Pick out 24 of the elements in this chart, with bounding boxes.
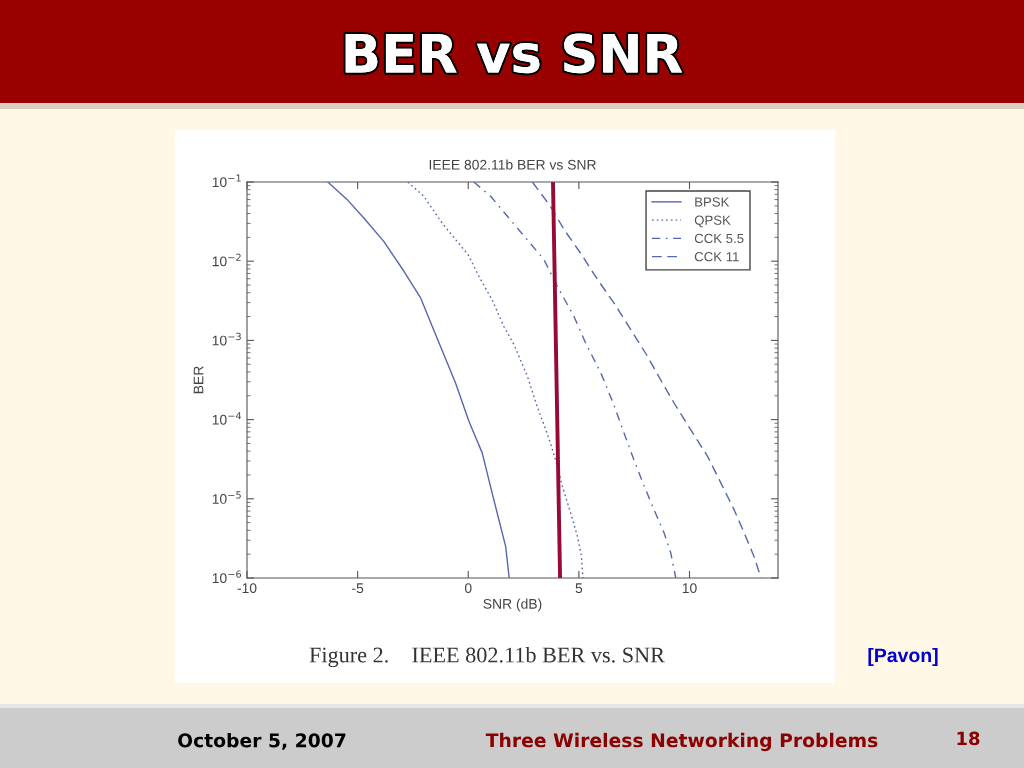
y-tick-label: 10$^{−2}$ [212,253,241,267]
legend-label: CCK 5.5 [694,233,744,244]
y-axis-title: BER [193,366,204,394]
y-tick-label: 10$^{−5}$ [212,491,241,504]
x-tick-label: 0 [464,583,472,594]
x-tick-label: 5 [575,583,583,594]
chart-subtitle: IEEE 802.11b BER vs SNR [429,159,596,170]
text: Three Wireless Networking Problems [485,732,878,752]
text: 18 [957,731,980,746]
text: October 5, 2007 [178,732,346,750]
caption: Figure 2. IEEE 802.11b BER vs. SNR [309,646,665,668]
x-tick-label: 10 [682,583,697,594]
chart-title: BER vs SNR [345,33,683,74]
y-tick-label: 10$^{−6}$ [212,570,242,584]
x-tick-label: -10 [237,583,257,594]
x-axis-title: SNR (dB) [483,598,542,612]
x-tick-label: -5 [352,583,364,594]
y-tick-label: 10$^{−4}$ [212,412,242,425]
legend-label: BPSK [695,197,730,207]
y-tick-label: 10$^{−3}$ [212,332,241,346]
text: [Pavon] [868,647,938,667]
y-tick-label: 10$^{−1}$ [212,174,241,188]
legend-label: QPSK [694,215,731,228]
legend-label: CCK 11 [694,252,739,262]
